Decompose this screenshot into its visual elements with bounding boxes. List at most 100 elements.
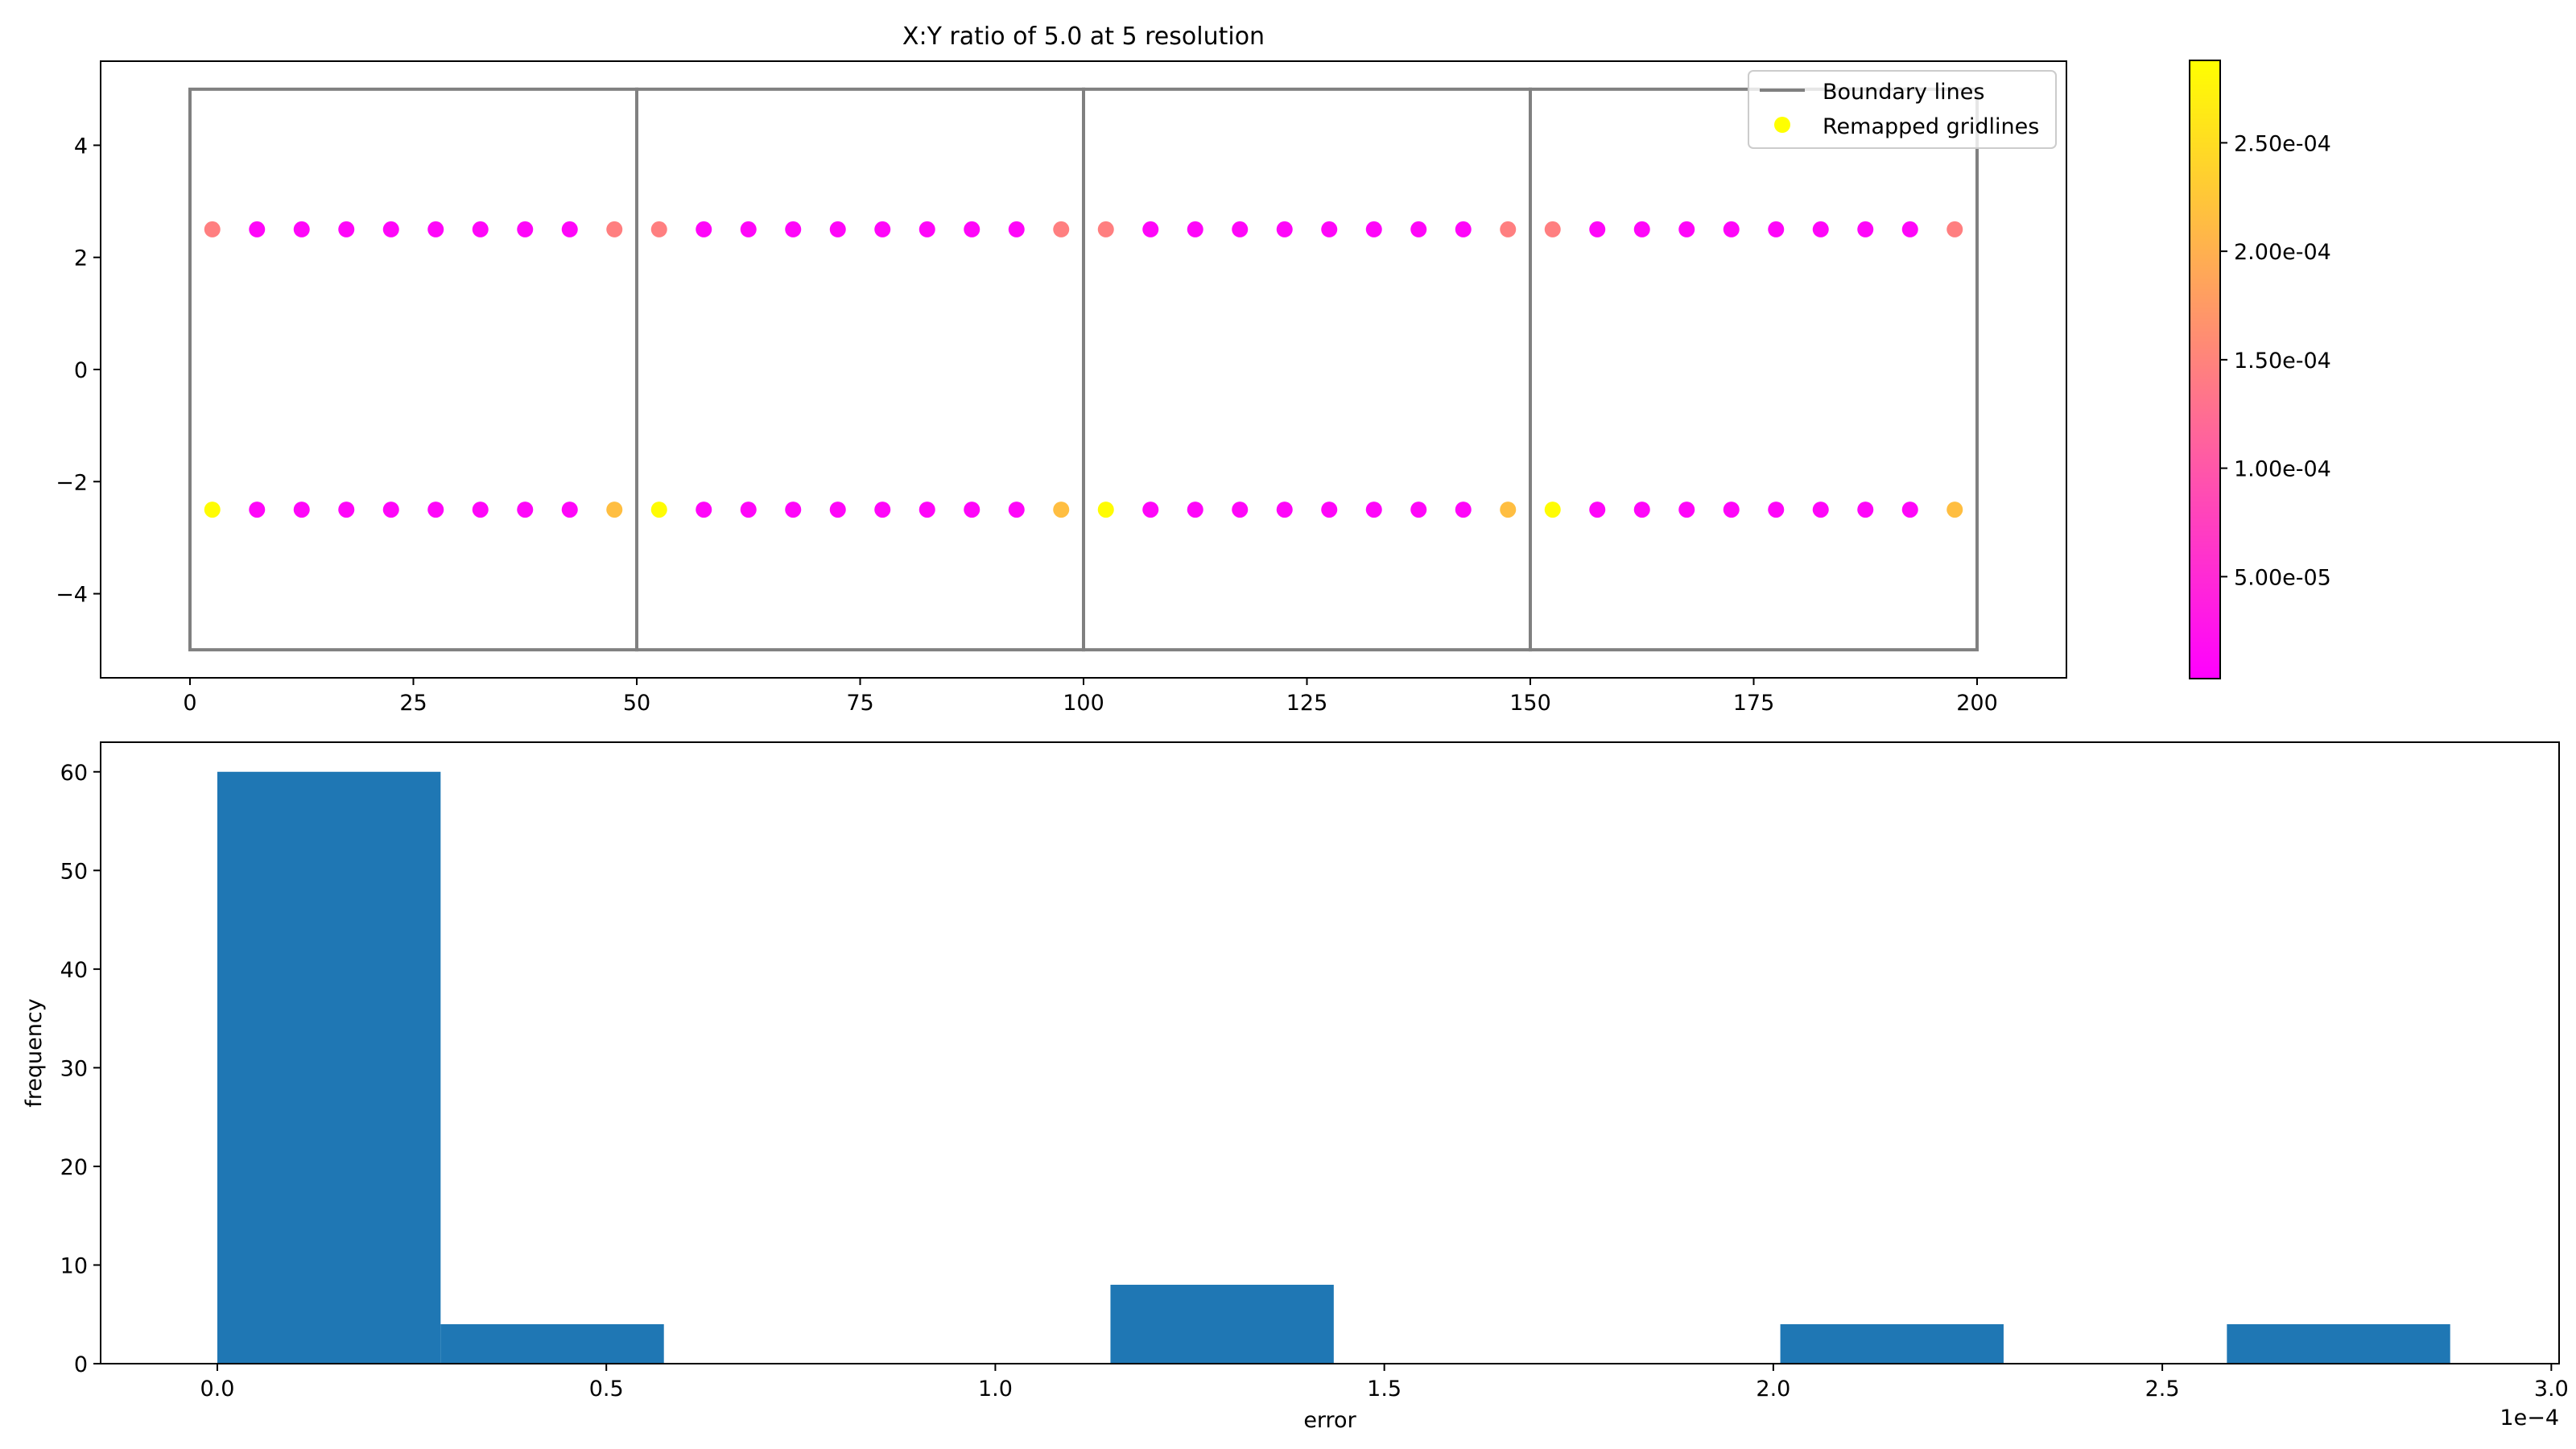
scatter-point [1723,502,1740,518]
scatter-point [293,221,310,237]
boundary-cell-2 [635,87,1085,652]
boundary-cell-1 [188,87,638,652]
scatter-point [740,502,757,518]
histogram-offset-label: 1e−4 [2500,1406,2559,1430]
x-tick-label: 175 [1733,691,1775,716]
y-tick-label: 4 [74,134,88,159]
x-tick-label: 0.5 [589,1377,624,1402]
remapped-gridline-points [204,221,1963,518]
x-tick-label: 125 [1286,691,1328,716]
scatter-point [517,221,534,237]
y-tick-label: 60 [60,761,88,786]
colorbar-tick-label: 2.50e-04 [2234,131,2331,156]
scatter-point [1723,221,1740,237]
x-tick-label: 0 [183,691,196,716]
colorbar-tick-label: 1.50e-04 [2234,349,2331,374]
scatter-point [1768,502,1785,518]
scatter-point [1008,502,1025,518]
x-tick-label: 150 [1509,691,1551,716]
x-tick-label: 3.0 [2534,1377,2569,1402]
boundary-lines [188,87,1979,652]
histogram-x-label: error [1303,1408,1356,1433]
scatter-point [785,221,802,237]
colorbar-gradient [2189,60,2221,679]
scatter-point [1365,502,1382,518]
x-tick-label: 100 [1063,691,1104,716]
scatter-point [1544,221,1561,237]
y-tick-label: 20 [60,1155,88,1180]
scatter-point [427,221,444,237]
y-tick-label: 10 [60,1253,88,1278]
scatter-point [1812,502,1829,518]
scatter-point [1276,502,1293,518]
scatter-point [1857,221,1874,237]
scatter-point [874,221,891,237]
scatter-point [1678,502,1695,518]
histogram-y-ticks: 0 10 20 30 40 50 60 [60,761,101,1377]
histogram-bar [1110,1284,1334,1364]
boundary-cell-4 [1529,87,1979,652]
scatter-point [1500,502,1517,518]
boundary-cell-3 [1082,87,1532,652]
scatter-point [1276,221,1293,237]
legend-entry-remapped-gridlines: Remapped gridlines [1823,114,2039,139]
scatter-point [382,502,399,518]
scatter-point [650,221,667,237]
scatter-point [1946,502,1963,518]
colorbar-tick-label: 1.00e-04 [2234,457,2331,482]
scatter-point [293,502,310,518]
x-tick-label: 2.5 [2145,1377,2180,1402]
scatter-point [472,502,489,518]
y-tick-label: 30 [60,1056,88,1081]
scatter-point [1232,502,1249,518]
scatter-point [1321,502,1338,518]
scatter-point [1455,502,1472,518]
scatter-point [919,221,935,237]
histogram-bar [1780,1323,2004,1364]
scatter-point [338,502,355,518]
scatter-point [561,221,578,237]
scatter-point [338,221,355,237]
scatter-point [964,502,980,518]
histogram-axes-frame [100,741,2560,1364]
scatter-point [1455,221,1472,237]
scatter-point [696,502,712,518]
scatter-point [1544,502,1561,518]
scatter-point [964,221,980,237]
scatter-point [1008,221,1025,237]
scatter-point [829,502,846,518]
scatter-point [740,221,757,237]
scatter-point [1232,221,1249,237]
scatter-x-ticks: 0 25 50 75 100 125 150 175 200 [183,678,1998,716]
scatter-point [204,502,221,518]
scatter-point [1812,221,1829,237]
scatter-point [606,502,623,518]
y-tick-label: 40 [60,958,88,983]
legend-dot-marker [1774,117,1790,133]
legend-entry-boundary-lines: Boundary lines [1823,80,1984,105]
scatter-title: X:Y ratio of 5.0 at 5 resolution [902,23,1265,51]
x-tick-label: 0.0 [200,1377,234,1402]
x-tick-label: 1.0 [978,1377,1013,1402]
x-tick-label: 50 [623,691,650,716]
legend-box [1748,70,2057,149]
histogram-plot: 0.0 0.5 1.0 1.5 2.0 2.5 3.0 0 10 20 30 40 50 60 erro… [22,741,2569,1433]
scatter-point [1857,502,1874,518]
scatter-point [1946,221,1963,237]
histogram-bar [2227,1323,2450,1364]
scatter-point [1678,221,1695,237]
scatter-point [1142,502,1159,518]
scatter-point [829,221,846,237]
scatter-point [1901,502,1918,518]
scatter-point [561,502,578,518]
scatter-point [1097,221,1114,237]
scatter-point [606,221,623,237]
scatter-point [472,221,489,237]
histogram-y-label: frequency [22,998,47,1107]
scatter-point [1633,502,1650,518]
y-tick-label: 0 [74,358,88,383]
histogram-bar [217,771,441,1364]
scatter-point [1187,221,1203,237]
x-tick-label: 25 [399,691,427,716]
y-tick-label: 0 [74,1352,88,1377]
